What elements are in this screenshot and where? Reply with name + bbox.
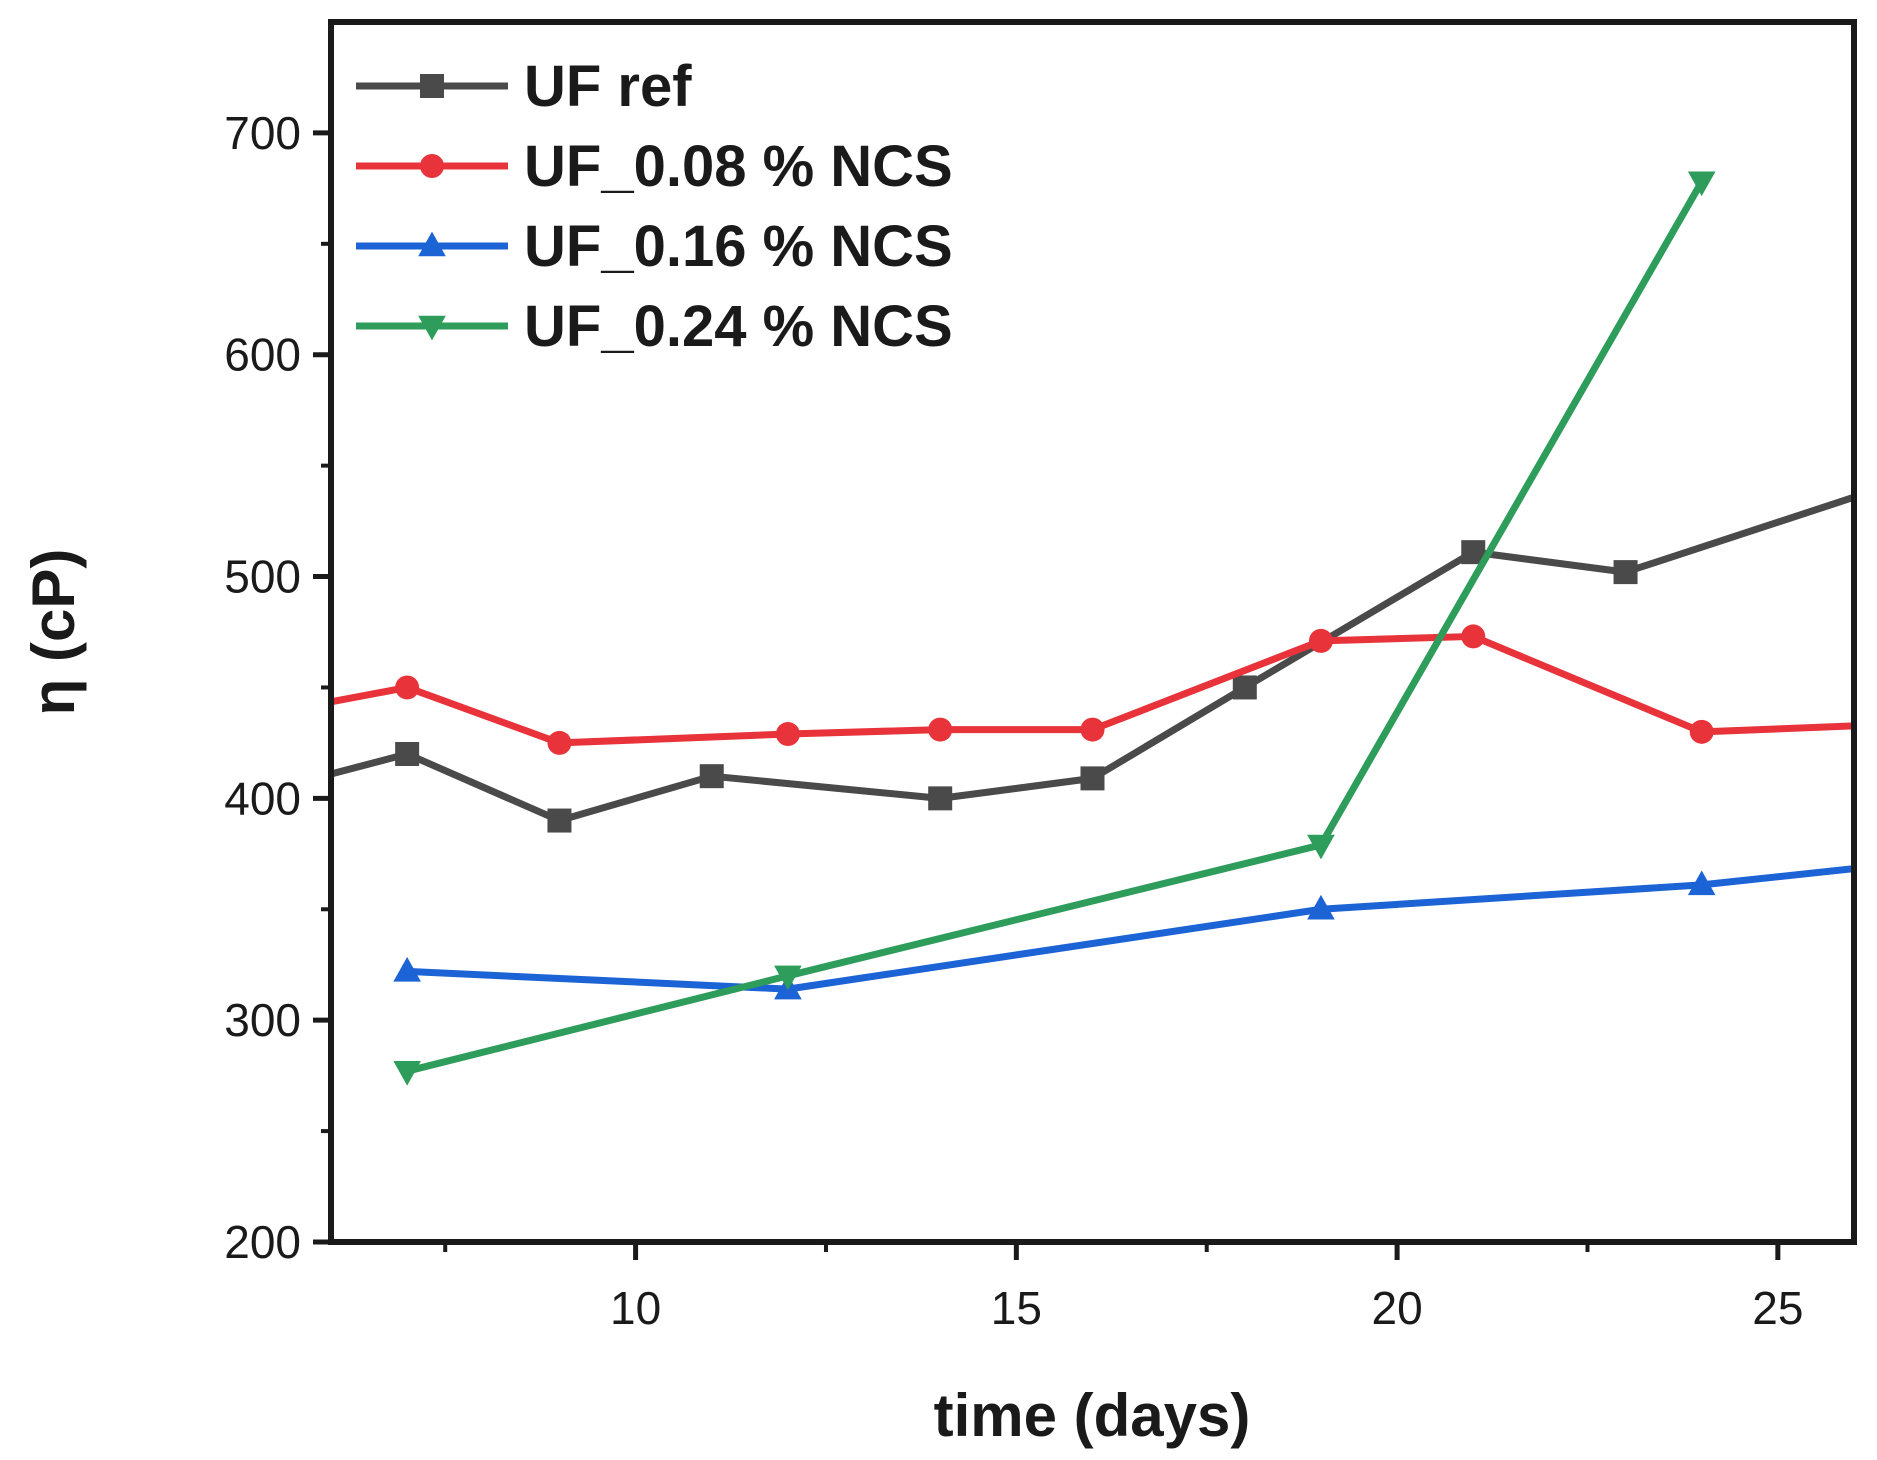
series-line-uf-0-24-ncs [406,179,1705,1075]
x-tick-label: 10 [610,1282,661,1334]
x-tick-label: 15 [991,1282,1042,1334]
y-tick-label: 500 [224,551,301,603]
series-line-uf-0-08-ncs [331,632,1854,747]
data-point-uf-0-08-ncs [1689,719,1714,744]
data-point-uf-0-24-ncs [1307,834,1335,860]
y-tick-label: 400 [224,772,301,824]
data-point-uf-0-08-ncs [243,704,267,728]
axes-layer: 10 15 20 25 200 300 400 500 600 700 [224,107,1803,1334]
legend-label-uf-0-16-ncs: UF_0.16 % NCS [524,214,953,279]
data-point-uf-ref [699,764,724,789]
y-tick-label: 600 [224,329,301,381]
legend-label-uf-0-24-ncs: UF_0.24 % NCS [524,294,953,359]
series-layer [243,171,1854,1086]
data-point-uf-0-08-ncs [1461,624,1486,649]
data-point-uf-ref [1080,766,1105,791]
data-point-uf-ref [928,786,953,811]
legend-marker-uf-0-08-ncs [420,154,444,178]
plot-area [331,22,1854,1242]
data-point-uf-ref [547,808,572,833]
data-point-uf-0-24-ncs [393,1061,421,1086]
legend-marker-uf-ref [420,74,444,98]
data-point-uf-0-24-ncs [1687,171,1716,197]
legend-marker-uf-0-24-ncs [418,315,446,341]
data-point-uf-0-16-ncs [393,956,421,982]
data-point-uf-0-08-ncs [775,722,800,747]
x-axis-title: time (days) [934,1382,1251,1449]
y-axis-title: η (cP) [20,549,87,716]
data-point-uf-0-08-ncs [395,675,420,700]
data-point-uf-0-16-ncs [1307,894,1335,920]
legend-marker-uf-0-16-ncs [418,231,446,257]
data-point-uf-ref [395,742,420,766]
data-point-uf-ref [1232,675,1257,700]
y-tick-label: 300 [224,994,301,1046]
data-point-uf-0-08-ncs [547,730,572,755]
data-point-uf-0-08-ncs [928,717,953,742]
data-point-uf-0-16-ncs [1687,870,1716,896]
y-tick-label: 200 [224,1216,301,1268]
y-tick-label: 700 [224,107,301,159]
legend: UF ref UF_0.08 % NCS UF_0.16 % NCS UF_0.24 … [356,54,953,359]
x-tick-label: 20 [1372,1282,1423,1334]
data-point-uf-ref [1613,560,1638,585]
legend-label-uf-ref: UF ref [524,54,692,119]
plot-frame [328,19,1857,1245]
legend-label-uf-0-08-ncs: UF_0.08 % NCS [524,134,953,199]
x-tick-label: 25 [1752,1282,1803,1334]
data-point-uf-0-08-ncs [1080,717,1105,742]
data-point-uf-0-24-ncs [774,965,802,991]
series-line-uf-ref [331,493,1854,825]
data-point-uf-0-08-ncs [1308,628,1333,653]
